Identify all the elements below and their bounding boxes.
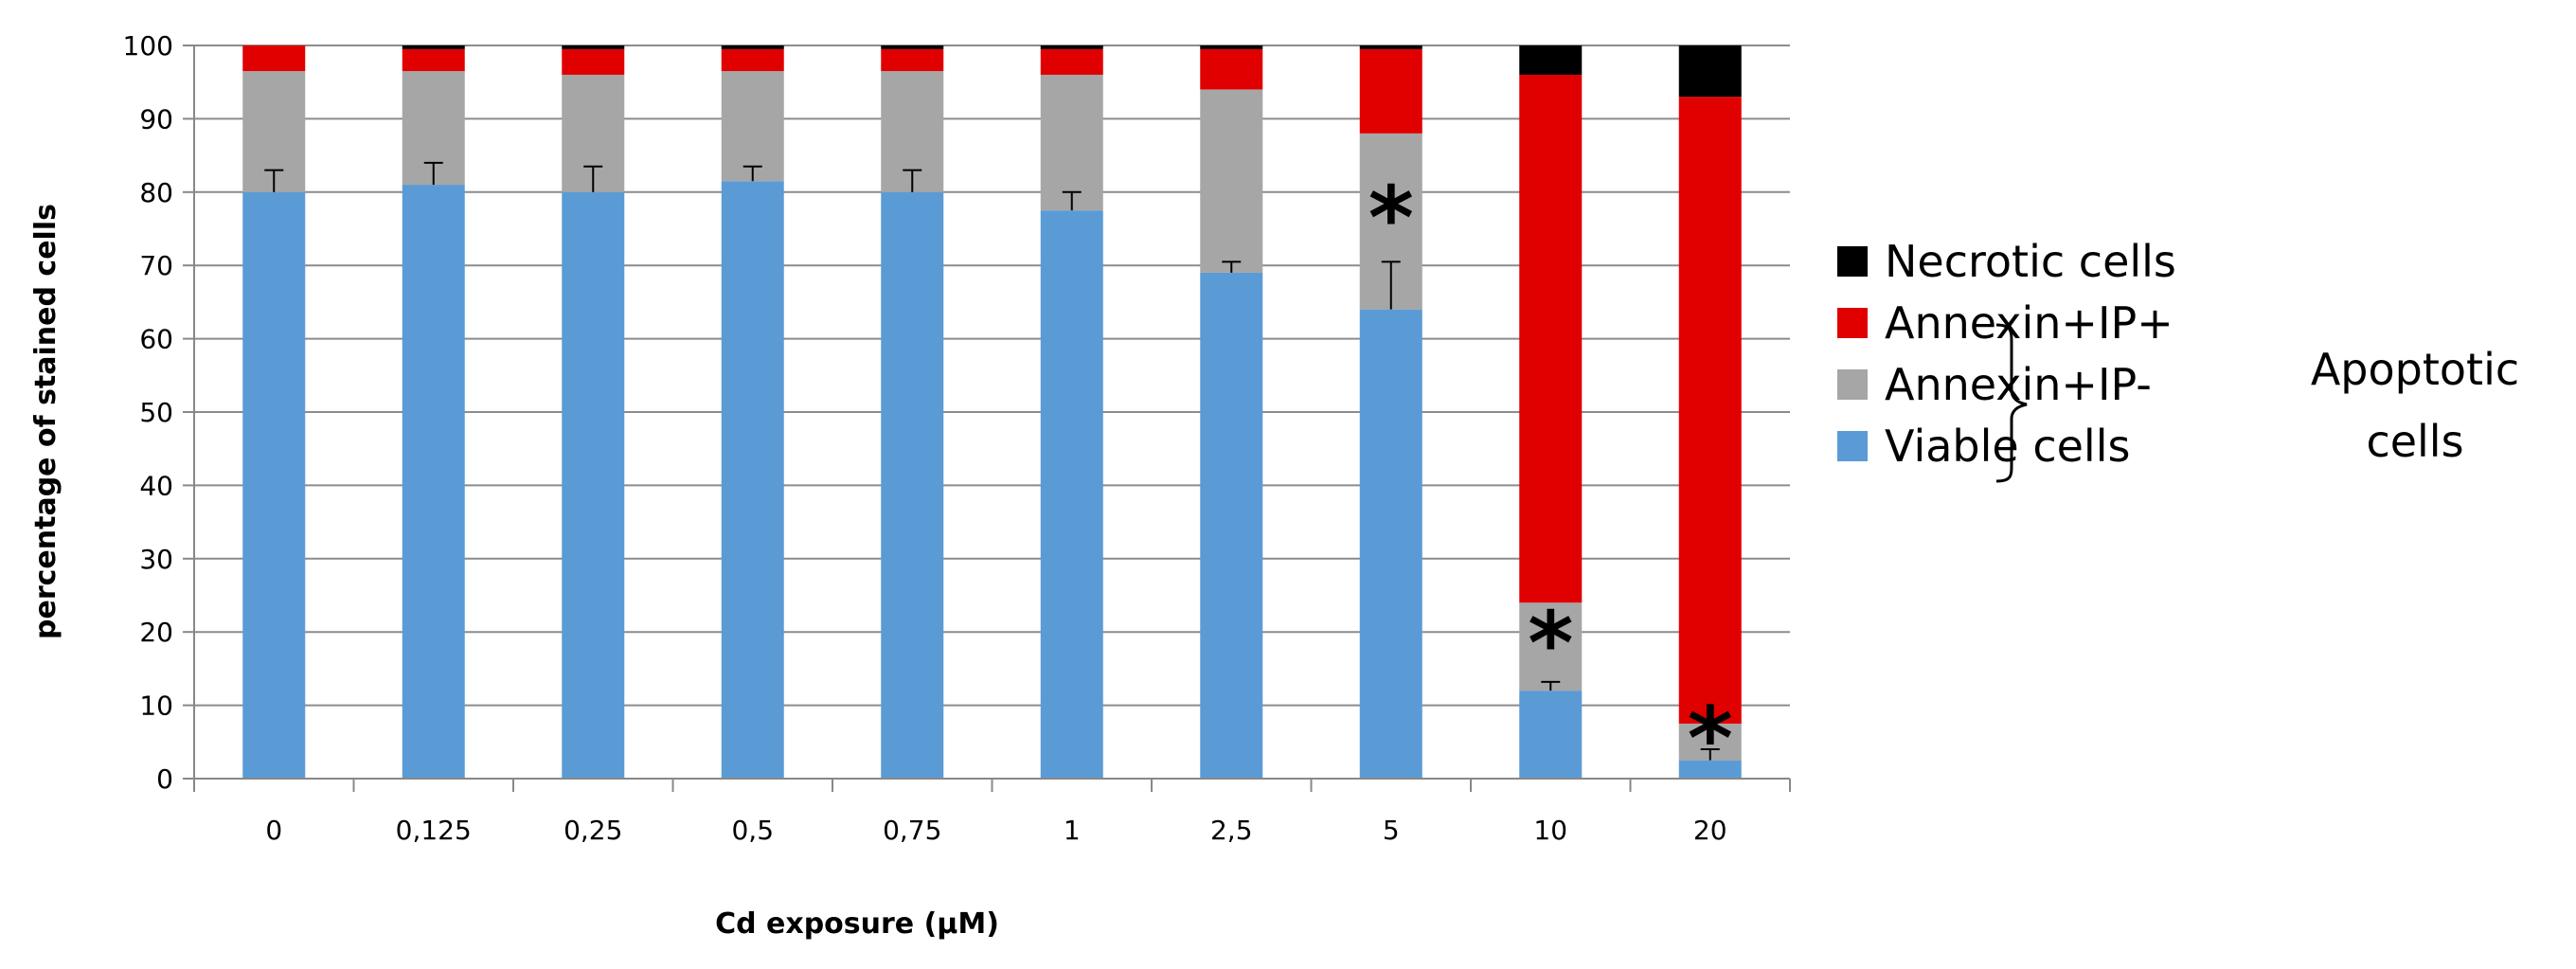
legend-swatch-viable-cells bbox=[1837, 431, 1868, 461]
bar-viable-cells-0,5 bbox=[721, 181, 784, 779]
bar-viable-cells-0 bbox=[242, 191, 306, 780]
bar-necrotic-cells-20 bbox=[1678, 45, 1742, 98]
legend-label-annexin-ip-: Annexin+IP+ bbox=[1885, 297, 2174, 349]
x-tick-label-0,75: 0,75 bbox=[883, 815, 941, 846]
significance-star-20: * bbox=[1688, 689, 1733, 790]
bar-annexin-ip--0,125 bbox=[402, 48, 465, 72]
significance-star-5: * bbox=[1368, 168, 1414, 269]
bar-viable-cells-0,75 bbox=[881, 191, 944, 780]
y-axis-title: percentage of stained cells bbox=[29, 204, 63, 639]
bar-necrotic-cells-1 bbox=[1040, 45, 1103, 49]
bar-annexin-ip--5 bbox=[1359, 48, 1422, 134]
bars bbox=[242, 45, 1742, 780]
x-tick-label-1: 1 bbox=[1064, 815, 1081, 846]
x-tick-label-5: 5 bbox=[1383, 815, 1400, 846]
bar-annexin-ip--1 bbox=[1040, 74, 1103, 211]
bar-viable-cells-1 bbox=[1040, 210, 1103, 779]
bar-annexin-ip--0,5 bbox=[721, 71, 784, 182]
y-tick-label-100: 100 bbox=[123, 30, 173, 62]
x-tick-label-0,25: 0,25 bbox=[564, 815, 622, 846]
apoptotic-label-line1: Apoptotic bbox=[2311, 344, 2519, 395]
bar-viable-cells-20 bbox=[1678, 760, 1742, 779]
bar-necrotic-cells-2,5 bbox=[1200, 45, 1263, 49]
y-tick-labels: 0 10 20 30 40 50 60 70 80 90 100 bbox=[123, 30, 173, 795]
bar-necrotic-cells-5 bbox=[1359, 45, 1422, 49]
bar-necrotic-cells-0,125 bbox=[402, 45, 465, 49]
y-tick-label-80: 80 bbox=[139, 177, 173, 208]
legend-swatch-annexin-ip- bbox=[1837, 308, 1868, 338]
bar-necrotic-cells-0,5 bbox=[721, 45, 784, 49]
bar-viable-cells-10 bbox=[1519, 691, 1583, 779]
y-tick-label-0: 0 bbox=[156, 763, 173, 795]
x-tick-label-20: 20 bbox=[1693, 815, 1727, 846]
y-tick-label-90: 90 bbox=[139, 103, 173, 135]
bar-annexin-ip--2,5 bbox=[1200, 89, 1263, 273]
y-tick-label-60: 60 bbox=[139, 324, 173, 355]
apoptotic-label-line2: cells bbox=[2366, 416, 2463, 467]
bar-viable-cells-5 bbox=[1359, 309, 1422, 779]
bar-annexin-ip--0,5 bbox=[721, 48, 784, 72]
significance-star-10: * bbox=[1528, 593, 1573, 694]
y-tick-label-70: 70 bbox=[139, 250, 173, 281]
y-tick-label-10: 10 bbox=[139, 691, 173, 722]
x-tick-label-0,125: 0,125 bbox=[396, 815, 472, 846]
legend: Necrotic cellsAnnexin+IP+Annexin+IP-Viab… bbox=[1837, 236, 2176, 472]
bar-viable-cells-2,5 bbox=[1200, 272, 1263, 779]
axes bbox=[193, 45, 1790, 780]
bar-annexin-ip--2,5 bbox=[1200, 48, 1263, 90]
x-tick-label-10: 10 bbox=[1533, 815, 1567, 846]
legend-swatch-annexin-ip- bbox=[1837, 369, 1868, 400]
bar-annexin-ip--20 bbox=[1678, 97, 1742, 724]
y-tick-label-50: 50 bbox=[139, 397, 173, 428]
error-bars bbox=[264, 161, 1720, 761]
bar-viable-cells-0,25 bbox=[562, 191, 625, 780]
x-tick-label-0: 0 bbox=[265, 815, 282, 846]
bar-necrotic-cells-0,75 bbox=[881, 45, 944, 49]
bar-annexin-ip--0,25 bbox=[562, 48, 625, 75]
bar-necrotic-cells-0,25 bbox=[562, 45, 625, 49]
x-tick-label-0,5: 0,5 bbox=[731, 815, 774, 846]
bar-annexin-ip--1 bbox=[1040, 48, 1103, 75]
legend-label-necrotic-cells: Necrotic cells bbox=[1885, 236, 2176, 287]
apoptotic-bracket bbox=[1995, 323, 2028, 483]
significance-markers: * * * bbox=[1368, 168, 1733, 790]
bar-annexin-ip--0,75 bbox=[881, 48, 944, 72]
bar-annexin-ip--10 bbox=[1519, 602, 1583, 691]
y-tick-label-20: 20 bbox=[139, 617, 173, 648]
y-tick-label-40: 40 bbox=[139, 470, 173, 501]
bar-annexin-ip--0 bbox=[242, 45, 306, 72]
legend-label-viable-cells: Viable cells bbox=[1885, 421, 2130, 472]
bar-necrotic-cells-10 bbox=[1519, 45, 1583, 75]
x-tick-label-2,5: 2,5 bbox=[1210, 815, 1253, 846]
bar-annexin-ip--10 bbox=[1519, 74, 1583, 603]
x-axis-title: Cd exposure (µM) bbox=[715, 907, 999, 941]
legend-swatch-necrotic-cells bbox=[1837, 246, 1868, 277]
x-tick-labels: 0 0,125 0,25 0,5 0,75 1 2,5 5 10 20 bbox=[265, 815, 1726, 846]
bar-viable-cells-0,125 bbox=[402, 185, 465, 779]
y-tick-label-30: 30 bbox=[139, 544, 173, 575]
